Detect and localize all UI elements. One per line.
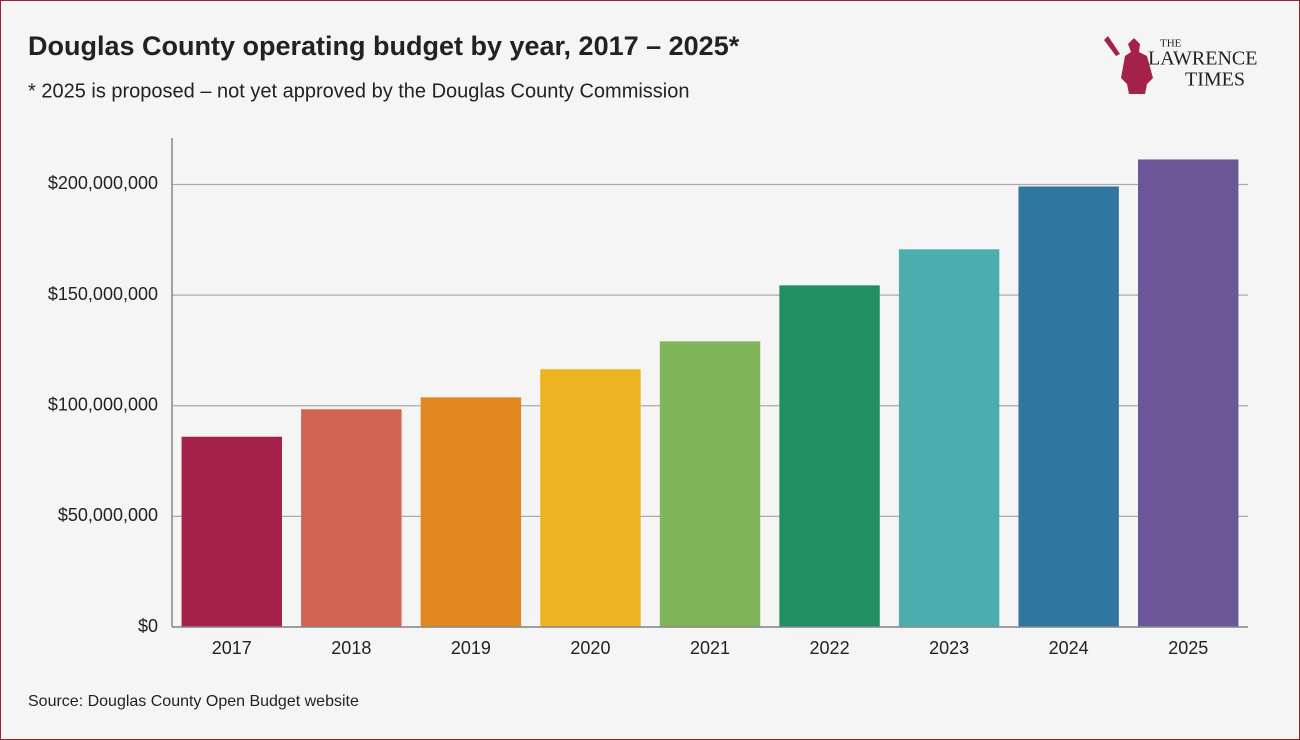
logo-text: TIMES bbox=[1185, 69, 1245, 91]
bar bbox=[420, 397, 522, 627]
logo-text: THE bbox=[1160, 38, 1182, 50]
x-tick-label: 2024 bbox=[1049, 638, 1089, 658]
x-tick-label: 2020 bbox=[570, 638, 610, 658]
chart-subtitle: * 2025 is proposed – not yet approved by… bbox=[28, 80, 690, 102]
x-tick-label: 2018 bbox=[331, 638, 371, 658]
x-tick-label: 2017 bbox=[212, 638, 252, 658]
bar bbox=[540, 369, 641, 627]
y-tick-label: $0 bbox=[138, 616, 158, 636]
bar bbox=[898, 249, 1000, 627]
y-tick-label: $200,000,000 bbox=[48, 173, 158, 193]
logo-text: LAWRENCE bbox=[1148, 48, 1258, 70]
y-tick-label: $100,000,000 bbox=[48, 394, 158, 414]
bar bbox=[301, 409, 402, 627]
bar bbox=[779, 285, 880, 627]
logo-figure bbox=[1104, 36, 1153, 94]
x-tick-label: 2025 bbox=[1168, 638, 1208, 658]
logo: THE LAWRENCE TIMES bbox=[1104, 36, 1258, 94]
bar bbox=[181, 436, 282, 627]
bar bbox=[1018, 186, 1119, 627]
source-note: Source: Douglas County Open Budget websi… bbox=[28, 693, 359, 710]
bar bbox=[659, 341, 761, 627]
chart-title: Douglas County operating budget by year,… bbox=[28, 31, 740, 61]
x-tick-label: 2023 bbox=[929, 638, 969, 658]
x-tick-label: 2021 bbox=[690, 638, 730, 658]
x-tick-label: 2022 bbox=[810, 638, 850, 658]
y-tick-label: $50,000,000 bbox=[58, 505, 158, 525]
bar bbox=[1138, 159, 1239, 627]
x-tick-label: 2019 bbox=[451, 638, 491, 658]
y-tick-label: $150,000,000 bbox=[48, 284, 158, 304]
